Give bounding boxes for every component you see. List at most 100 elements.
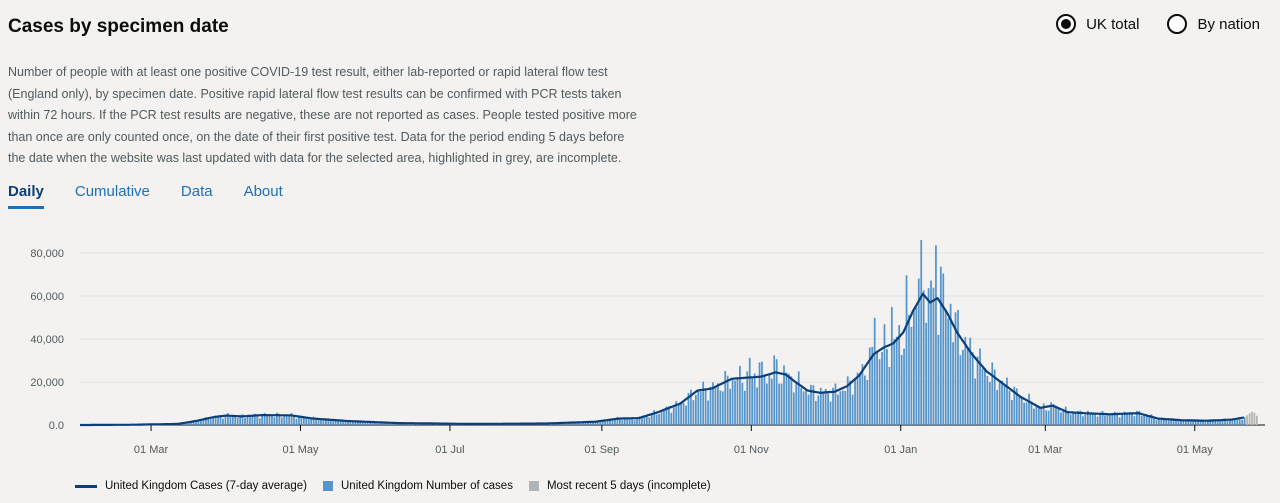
daily-case-bar	[834, 383, 837, 425]
daily-case-bar	[1013, 386, 1016, 425]
chart-legend: United Kingdom Cases (7-day average) Uni…	[75, 480, 711, 492]
daily-case-bar	[800, 388, 803, 425]
daily-case-bar	[589, 421, 592, 425]
daily-case-bar	[1008, 390, 1011, 425]
daily-case-bar	[623, 418, 626, 425]
daily-case-bar	[682, 403, 685, 425]
daily-case-bar	[910, 326, 913, 425]
daily-case-bar	[310, 419, 313, 425]
daily-case-bar	[192, 421, 195, 425]
daily-case-bar	[1216, 420, 1219, 425]
daily-case-bar	[1180, 420, 1182, 425]
daily-case-bar	[881, 352, 883, 425]
daily-case-bar	[1194, 419, 1197, 425]
daily-case-bar	[249, 415, 251, 425]
daily-case-bar	[1219, 420, 1221, 425]
radio-selected-icon[interactable]	[1056, 14, 1077, 34]
daily-case-bar	[562, 423, 565, 425]
daily-case-bar	[643, 416, 646, 425]
daily-case-bar	[325, 419, 327, 425]
daily-case-bar	[1011, 400, 1013, 425]
daily-case-bar	[815, 400, 817, 425]
daily-case-bar	[1060, 412, 1062, 425]
daily-case-bar	[685, 405, 687, 425]
daily-case-bar	[1123, 411, 1126, 425]
radio-uk-total[interactable]: UK total	[1056, 14, 1139, 34]
daily-case-bar	[731, 379, 734, 425]
daily-case-bar	[253, 413, 256, 425]
daily-case-bar	[574, 422, 577, 425]
daily-case-bar	[268, 414, 271, 425]
daily-case-bar	[302, 417, 305, 425]
tab-data[interactable]: Data	[180, 183, 213, 200]
incomplete-case-bar	[1253, 412, 1256, 425]
daily-case-bar	[236, 418, 239, 425]
legend-cases-label: United Kingdom Number of cases	[341, 480, 513, 492]
daily-case-bar	[1072, 412, 1074, 425]
daily-case-bar	[1197, 420, 1199, 425]
daily-case-bar	[966, 348, 969, 425]
daily-case-bar	[883, 324, 886, 425]
daily-case-bar	[736, 377, 739, 425]
daily-case-bar	[780, 383, 783, 425]
daily-case-bar	[986, 375, 989, 425]
daily-case-bar	[1214, 420, 1217, 425]
tab-cumulative[interactable]: Cumulative	[74, 183, 150, 200]
tab-daily[interactable]: Daily	[8, 183, 44, 209]
radio-by-nation[interactable]: By nation	[1167, 14, 1260, 34]
legend-incomplete-label: Most recent 5 days (incomplete)	[546, 480, 711, 492]
daily-case-bar	[993, 369, 996, 425]
daily-case-bar	[802, 391, 805, 425]
daily-case-bar	[1140, 415, 1143, 425]
daily-case-bar	[359, 421, 362, 425]
daily-case-bar	[981, 368, 984, 425]
daily-case-bar	[807, 394, 810, 425]
daily-case-bar	[337, 419, 339, 425]
daily-case-bar	[261, 414, 264, 425]
daily-case-bar	[288, 415, 290, 425]
daily-case-bar	[1045, 410, 1048, 425]
daily-case-bar	[1135, 410, 1138, 425]
daily-case-bar	[832, 387, 834, 425]
x-tick-label: 01 Nov	[734, 444, 769, 456]
daily-case-bar	[626, 418, 629, 425]
tab-about[interactable]: About	[243, 183, 283, 200]
daily-case-bar	[979, 348, 981, 425]
daily-case-bar	[594, 421, 597, 425]
daily-case-bar	[1170, 420, 1172, 425]
daily-case-bar	[378, 422, 381, 425]
daily-case-bar	[280, 417, 283, 425]
daily-case-bar	[381, 423, 384, 425]
daily-case-bar	[864, 375, 866, 425]
daily-case-bar	[949, 303, 952, 425]
daily-case-bar	[763, 374, 766, 425]
daily-case-bar	[369, 422, 371, 425]
daily-case-bar	[915, 306, 918, 425]
daily-case-bar	[775, 359, 778, 425]
daily-case-bar	[829, 401, 832, 425]
y-tick-label: 40,000	[30, 334, 64, 346]
daily-case-bar	[327, 418, 330, 425]
daily-case-bar	[1133, 416, 1136, 425]
legend-bar-swatch	[323, 481, 333, 491]
daily-case-bar	[403, 423, 406, 425]
daily-case-bar	[854, 379, 856, 425]
daily-case-bar	[797, 371, 800, 425]
daily-case-bar	[295, 418, 298, 425]
daily-case-bar	[766, 383, 768, 425]
radio-unselected-icon[interactable]	[1167, 14, 1188, 34]
daily-case-bar	[996, 390, 999, 425]
daily-case-bar	[790, 376, 793, 425]
daily-case-bar	[792, 392, 795, 425]
daily-case-bar	[1116, 412, 1119, 425]
daily-case-bar	[582, 422, 584, 425]
daily-case-bar	[913, 310, 915, 425]
daily-case-bar	[376, 422, 379, 425]
cases-chart: 0.0 20,000 40,000 60,000 80,000 01 Mar 01 May 0…	[30, 240, 1265, 456]
legend-item-cases: United Kingdom Number of cases	[323, 480, 513, 492]
incomplete-case-bar	[1246, 415, 1248, 425]
daily-case-bar	[256, 415, 259, 425]
daily-case-bar	[1104, 415, 1106, 425]
daily-case-bar	[1221, 419, 1224, 425]
daily-case-bar	[920, 240, 923, 425]
